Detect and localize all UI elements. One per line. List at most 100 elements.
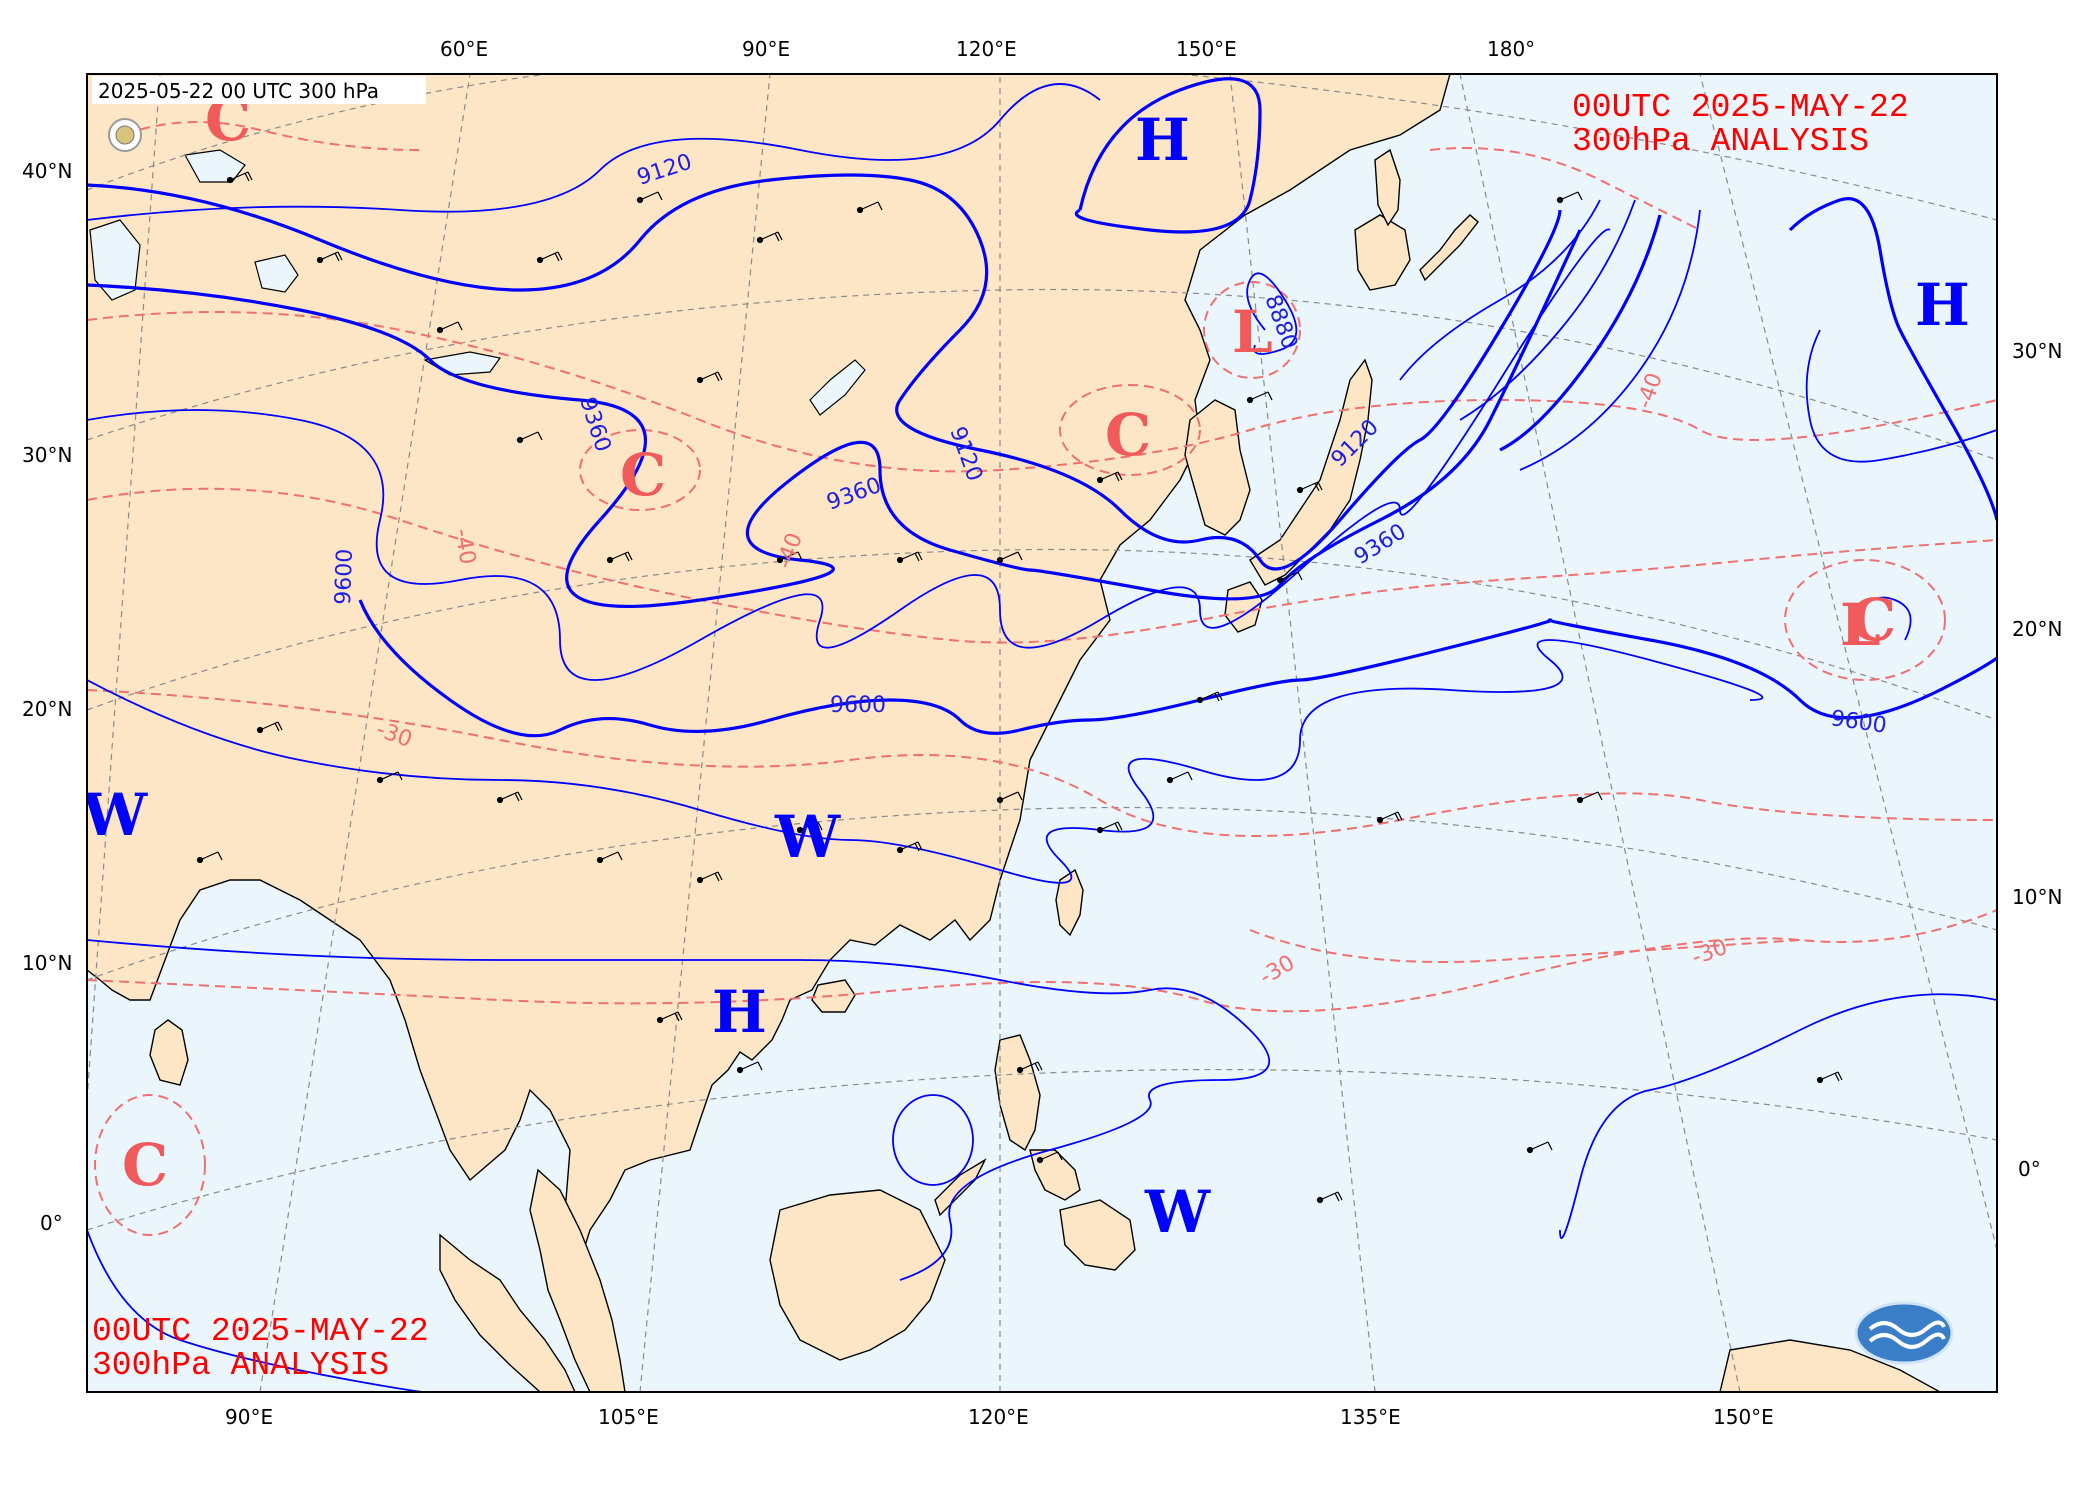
lake-black-sea-partial (184, 149, 246, 183)
lakes-layer (89, 149, 866, 416)
station-plots (196, 171, 1843, 1204)
longitude-label: 120°E (956, 37, 1017, 61)
land-sakhalin (1374, 148, 1401, 227)
station-plot (636, 191, 663, 204)
station-plot (656, 1011, 683, 1024)
annotation-line: 300hPa ANALYSIS (1572, 123, 1869, 160)
temperature-contours (87, 121, 1997, 1236)
warm-marker: W (81, 781, 148, 849)
station-plot (776, 551, 803, 564)
analysis-annotation-bottom: 00UTC 2025-MAY-22 300hPa ANALYSIS (92, 1313, 429, 1384)
station-plot (196, 851, 223, 864)
high-pressure-marker: H (712, 978, 767, 1046)
longitude-label: 120°E (968, 1405, 1029, 1429)
longitude-label: 150°E (1176, 37, 1237, 61)
station-plot (1556, 191, 1583, 204)
longitude-label: 105°E (598, 1405, 659, 1429)
map-frame (86, 73, 1998, 1393)
land-malay-peninsula (529, 1168, 626, 1392)
land-new-guinea (1719, 1339, 1941, 1392)
land-luzon (994, 1034, 1041, 1152)
land-sri-lanka (149, 1019, 189, 1086)
land-layer (87, 74, 1941, 1392)
land-mindanao (1059, 1199, 1136, 1271)
height-label: 9600 (331, 548, 358, 605)
station-plot (436, 321, 463, 334)
station-plot (596, 851, 623, 864)
left-latitude-labels: 40°N 30°N 20°N 10°N 0° (22, 159, 72, 1235)
longitude-label: 90°E (742, 37, 790, 61)
cold-marker: C (620, 441, 666, 509)
land-kuril (1419, 214, 1479, 282)
station-plot (536, 251, 563, 264)
graticule (87, 74, 1997, 1392)
lake-caspian (89, 219, 141, 301)
station-plot (996, 791, 1023, 804)
station-plot (516, 431, 543, 444)
station-plot (1526, 1141, 1553, 1154)
station-plot (1096, 471, 1123, 484)
cold-marker: C (1105, 401, 1151, 469)
height-label: 9600 (830, 693, 886, 718)
system-markers: H H H W W W L C C C C C L (81, 86, 1970, 1246)
longitude-label: 180° (1487, 37, 1535, 61)
land-hainan (811, 979, 856, 1013)
station-plot (226, 171, 253, 184)
land-taiwan (1055, 868, 1084, 937)
header-label-background (92, 76, 426, 104)
agency-logo (1854, 1301, 1954, 1365)
station-plot (1196, 691, 1223, 704)
station-plot (1016, 1061, 1043, 1074)
station-plot (496, 791, 523, 804)
right-latitude-labels: 30°N 20°N 10°N 0° (2012, 339, 2062, 1181)
high-pressure-marker: H (1915, 271, 1970, 339)
station-plot (1246, 391, 1273, 404)
station-plot (1576, 791, 1603, 804)
station-plot (696, 371, 723, 384)
station-plot (996, 551, 1023, 564)
latitude-label: 10°N (22, 951, 72, 975)
annotation-line: 300hPa ANALYSIS (92, 1347, 389, 1384)
warm-marker: W (774, 803, 841, 871)
station-plot (1296, 481, 1323, 494)
latitude-label: 40°N (22, 159, 72, 183)
top-longitude-labels: 60°E 90°E 120°E 150°E 180° (440, 37, 1535, 61)
latitude-label: 20°N (2012, 617, 2062, 641)
land-sumatra (439, 1233, 576, 1392)
height-contours (87, 77, 1997, 1392)
station-plot (756, 231, 783, 244)
station-plot (1816, 1071, 1843, 1084)
station-plot (316, 251, 343, 264)
latitude-label: 0° (40, 1211, 63, 1235)
station-plot (736, 1061, 763, 1074)
latitude-label: 0° (2018, 1157, 2041, 1181)
cold-marker: C (1850, 586, 1896, 654)
latitude-label: 20°N (22, 697, 72, 721)
station-plot (256, 721, 283, 734)
annotation-line: 00UTC 2025-MAY-22 (92, 1313, 429, 1350)
station-plot (1376, 811, 1403, 824)
annotation-line: 00UTC 2025-MAY-22 (1572, 89, 1909, 126)
longitude-label: 135°E (1340, 1405, 1401, 1429)
longitude-label: 90°E (225, 1405, 273, 1429)
station-plot (1096, 821, 1123, 834)
cold-marker: C (122, 1131, 168, 1199)
agency-emblem (108, 118, 142, 152)
warm-marker: W (1144, 1178, 1211, 1246)
station-plot (696, 871, 723, 884)
latitude-label: 30°N (22, 443, 72, 467)
bottom-longitude-labels: 90°E 105°E 120°E 135°E 150°E (225, 1405, 1774, 1429)
low-pressure-marker: L (1840, 591, 1881, 659)
station-plot (796, 821, 823, 834)
temperature-label: -40 (449, 527, 480, 567)
station-plot (856, 201, 883, 214)
station-plot (1166, 771, 1193, 784)
land-borneo (769, 1189, 946, 1361)
station-plot (606, 551, 633, 564)
latitude-label: 10°N (2012, 885, 2062, 909)
lake-aral (254, 254, 299, 293)
longitude-label: 60°E (440, 37, 488, 61)
station-plot (376, 771, 403, 784)
station-plot (896, 551, 923, 564)
